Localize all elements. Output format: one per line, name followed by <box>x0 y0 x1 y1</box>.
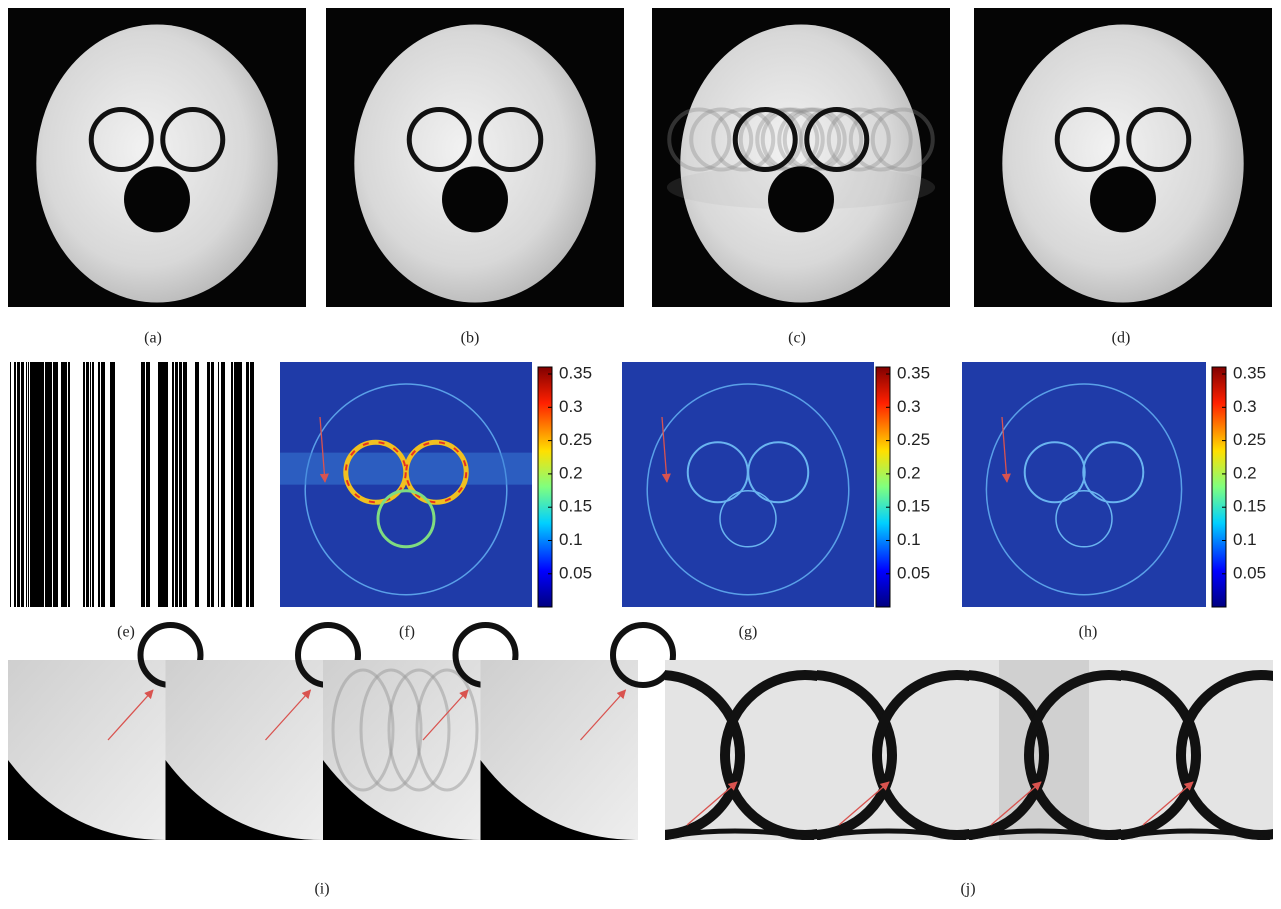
mask-line <box>68 362 70 607</box>
colorbar-tick-label: 0.1 <box>1233 530 1257 549</box>
mask-line <box>246 362 248 607</box>
mask-line <box>172 362 174 607</box>
colorbar-tick-label: 0.3 <box>559 397 583 416</box>
mask-line <box>211 362 214 607</box>
mask-line <box>65 362 67 607</box>
mask-line <box>14 362 16 607</box>
mask-line <box>53 362 56 607</box>
mask-line <box>92 362 94 607</box>
colorbar-tick-label: 0.15 <box>1233 497 1266 516</box>
mask-line <box>175 362 178 607</box>
colorbar-tick-label: 0.3 <box>1233 397 1257 416</box>
mask-line <box>158 362 160 607</box>
colorbar-tick-label: 0.25 <box>1233 430 1266 449</box>
mask-line <box>83 362 84 607</box>
mask-line <box>195 362 199 607</box>
crop-ring <box>613 625 673 685</box>
mask-line <box>237 362 239 607</box>
mask-line <box>61 362 65 607</box>
colorbar-tick-label: 0.2 <box>1233 463 1257 482</box>
mask-line <box>250 362 254 607</box>
mask-line <box>207 362 210 607</box>
colorbar-tick-label: 0.2 <box>897 463 921 482</box>
colorbar <box>876 367 890 607</box>
phantom-disk <box>1002 24 1243 302</box>
mask-line <box>114 362 115 607</box>
colorbar-tick-label: 0.1 <box>559 530 583 549</box>
mask-line <box>30 362 33 607</box>
panel-label: (h) <box>1079 624 1098 641</box>
colorbar-tick-label: 0.05 <box>897 563 930 582</box>
panel-label: (f) <box>399 624 415 641</box>
hole <box>442 166 508 232</box>
mask-line <box>239 362 242 607</box>
mask-line <box>26 362 27 607</box>
colorbar-tick-label: 0.25 <box>559 430 592 449</box>
mask-line <box>164 362 165 607</box>
colorbar-tick-label: 0.3 <box>897 397 921 416</box>
colorbar-tick-label: 0.05 <box>559 563 592 582</box>
mask-line <box>179 362 182 607</box>
colorbar-tick-label: 0.15 <box>897 497 930 516</box>
mask-line <box>101 362 105 607</box>
colorbar-tick-label: 0.05 <box>1233 563 1266 582</box>
mask-line <box>28 362 29 607</box>
hole <box>124 166 190 232</box>
colorbar-tick-label: 0.35 <box>897 363 930 382</box>
mask-line <box>160 362 164 607</box>
panel-label: (e) <box>117 624 135 641</box>
mask-line <box>86 362 89 607</box>
figure: 0.35 0.3 0.25 0.2 0.15 0.1 0.05 0.35 0.3 0.25 0.2 0… <box>0 0 1281 909</box>
panel-label: (j) <box>960 881 975 898</box>
mask-line <box>165 362 168 607</box>
panel-label: (a) <box>144 330 162 347</box>
mask-line <box>248 362 249 607</box>
panel-label: (d) <box>1112 330 1131 347</box>
mask-line <box>234 362 237 607</box>
hole <box>768 166 834 232</box>
phantom-disk <box>354 24 595 302</box>
mask-background <box>8 362 252 607</box>
colorbar-tick-label: 0.1 <box>897 530 921 549</box>
mask-line <box>40 362 44 607</box>
mask-line <box>110 362 114 607</box>
panel-label: (g) <box>739 624 758 641</box>
mask-line <box>37 362 40 607</box>
colorbar-tick-label: 0.25 <box>897 430 930 449</box>
error-map <box>622 362 874 607</box>
mask-line <box>141 362 145 607</box>
panel-label: (c) <box>788 330 806 347</box>
mask-line <box>183 362 187 607</box>
colorbar-tick-label: 0.15 <box>559 497 592 516</box>
error-map <box>962 362 1206 607</box>
mask-line <box>231 362 233 607</box>
mask-line <box>90 362 91 607</box>
mask-line <box>222 362 225 607</box>
panel-label: (i) <box>314 881 329 898</box>
mask-line <box>84 362 85 607</box>
mask-line <box>148 362 150 607</box>
colorbar-tick-label: 0.2 <box>559 463 583 482</box>
mask-line <box>146 362 148 607</box>
mask-line <box>221 362 222 607</box>
colorbar <box>1212 367 1226 607</box>
panel-label: (b) <box>461 330 480 347</box>
colorbar-tick-label: 0.35 <box>559 363 592 382</box>
mask-line <box>33 362 37 607</box>
mask-line <box>49 362 52 607</box>
mask-line <box>218 362 219 607</box>
mask-line <box>10 362 11 607</box>
colorbar <box>538 367 552 607</box>
colorbar-tick-label: 0.35 <box>1233 363 1266 382</box>
mask-line <box>17 362 20 607</box>
page: {"panels": [ {"label": "(a)"}, {"label":… <box>0 0 1281 909</box>
mask-line <box>56 362 58 607</box>
mask-line <box>21 362 24 607</box>
mask-line <box>45 362 49 607</box>
hole <box>1090 166 1156 232</box>
mask-line <box>98 362 100 607</box>
phantom-disk <box>36 24 277 302</box>
